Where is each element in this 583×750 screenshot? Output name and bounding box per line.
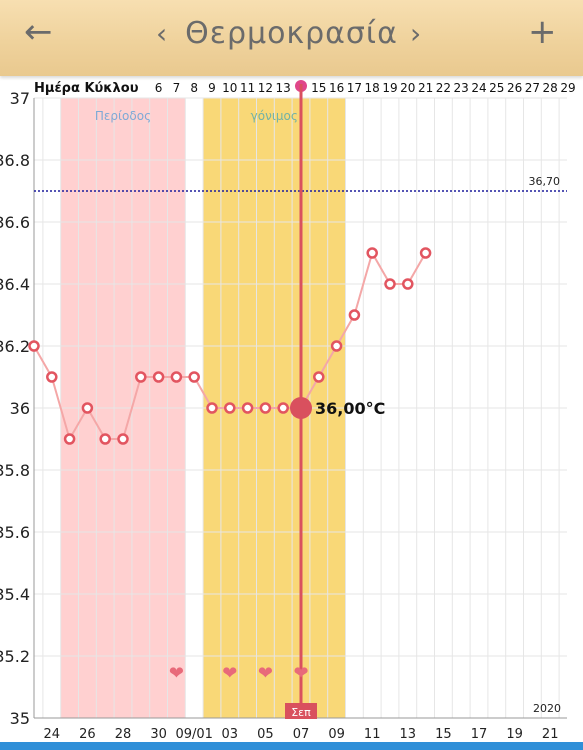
y-tick-label: 36.8: [0, 151, 30, 170]
x-tick-label: 28: [115, 727, 132, 742]
selected-day-tag: [285, 703, 317, 719]
cycle-day-label: 16: [329, 81, 344, 95]
y-tick-label: 35.8: [0, 461, 30, 480]
period-band-label: Περίοδος: [95, 109, 151, 123]
x-tick-label: 17: [471, 727, 488, 742]
temperature-point: [241, 402, 254, 414]
fertile-band-label: γόνιμος: [251, 109, 298, 123]
cycle-day-label: 6: [155, 81, 163, 95]
selected-day-tag-label: Σεπ: [291, 706, 311, 719]
selected-temperature-point: [290, 397, 312, 419]
y-tick-label: 36.6: [0, 213, 30, 232]
x-tick-label: 19: [506, 727, 523, 742]
y-tick-label: 35.2: [0, 647, 30, 666]
heart-icon: ❤: [293, 663, 308, 684]
cycle-day-label: 21: [418, 81, 433, 95]
temperature-point: [384, 278, 396, 290]
top-app-bar: ← ‹ Θερμοκρασία › +: [0, 0, 583, 76]
y-tick-label: 36.2: [0, 337, 30, 356]
temperature-point: [28, 340, 40, 352]
temperature-point: [277, 402, 289, 414]
x-tick-label: 07: [293, 727, 310, 742]
heart-icon: ❤: [258, 663, 273, 684]
temperature-point: [170, 371, 183, 383]
year-label: 2020: [533, 702, 561, 715]
temperature-point: [99, 433, 111, 445]
page-title: Θερμοκρασία: [185, 16, 398, 51]
cycle-day-title: Ημέρα Κύκλου: [34, 81, 139, 96]
cycle-day-label: 25: [489, 81, 504, 95]
cycle-day-label: 9: [208, 81, 216, 95]
cycle-day-label: 19: [382, 81, 397, 95]
threshold-label: 36,70: [529, 175, 561, 188]
temperature-point: [330, 340, 343, 352]
cycle-day-label: 7: [173, 81, 181, 95]
cycle-day-label: 22: [436, 81, 451, 95]
x-tick-label: 11: [364, 727, 381, 742]
temperature-point: [348, 309, 361, 321]
cycle-day-label: 28: [543, 81, 558, 95]
temperature-point: [224, 402, 236, 414]
cycle-day-label: 10: [222, 81, 237, 95]
temperature-point: [419, 247, 432, 259]
x-tick-label: 30: [150, 727, 167, 742]
cycle-day-label: 29: [560, 81, 575, 95]
x-tick-label: 03: [222, 727, 239, 742]
heart-icon: ❤: [222, 663, 237, 684]
temperature-point: [135, 371, 147, 383]
y-tick-label: 35: [10, 709, 30, 728]
temperature-point: [366, 247, 378, 259]
x-tick-label: 13: [400, 727, 417, 742]
y-tick-label: 37: [10, 89, 30, 108]
y-tick-label: 36: [10, 399, 30, 418]
x-tick-label: 09: [328, 727, 345, 742]
cycle-day-label: 18: [365, 81, 380, 95]
cycle-day-label: 11: [240, 81, 255, 95]
x-tick-label: 26: [79, 727, 96, 742]
heart-icon: ❤: [169, 663, 184, 684]
y-tick-label: 35.6: [0, 523, 30, 542]
temperature-point: [313, 371, 325, 383]
x-tick-label: 09/01: [175, 727, 212, 742]
cycle-day-label: 23: [454, 81, 469, 95]
temperature-point: [188, 371, 200, 383]
temperature-point: [63, 433, 76, 445]
x-tick-label: 21: [542, 727, 559, 742]
x-tick-label: 05: [257, 727, 274, 742]
cycle-day-label: 8: [190, 81, 198, 95]
cycle-day-label: 24: [471, 81, 486, 95]
temperature-point: [259, 402, 272, 414]
cycle-day-label: 13: [276, 81, 291, 95]
x-tick-label: 15: [435, 727, 452, 742]
y-tick-label: 35.4: [0, 585, 30, 604]
temperature-point: [46, 371, 58, 383]
x-tick-label: 24: [44, 727, 61, 742]
cycle-day-label: 12: [258, 81, 273, 95]
bottom-edge-bar: [0, 742, 583, 750]
chevron-right-icon[interactable]: ›: [410, 17, 422, 50]
cycle-day-label: 15: [311, 81, 326, 95]
chevron-left-icon[interactable]: ‹: [156, 17, 168, 50]
cycle-day-label: 27: [525, 81, 540, 95]
cycle-day-label: 20: [400, 81, 415, 95]
temperature-point: [402, 278, 414, 290]
temperature-point: [81, 402, 94, 414]
temperature-point: [117, 433, 129, 445]
selected-value-label: 36,00°C: [315, 399, 385, 418]
cycle-day-label: 17: [347, 81, 362, 95]
temperature-point: [206, 402, 218, 414]
cycle-day-label: 26: [507, 81, 522, 95]
arrow-left-icon[interactable]: ←: [24, 12, 53, 52]
y-tick-label: 36.4: [0, 275, 30, 294]
plus-icon[interactable]: +: [528, 12, 557, 52]
temperature-point: [152, 371, 165, 383]
